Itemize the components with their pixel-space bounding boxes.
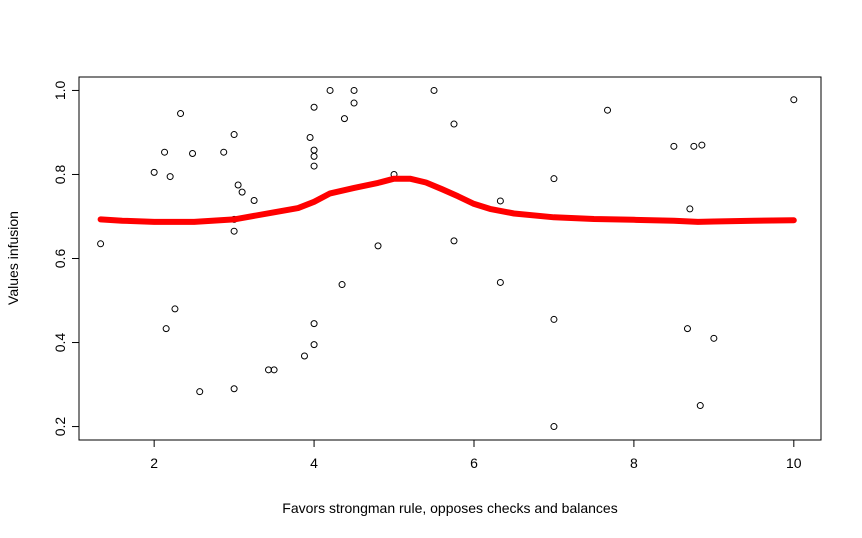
data-point [710, 334, 718, 342]
data-point [230, 227, 238, 235]
data-point [350, 86, 358, 94]
x-tick-label: 4 [310, 455, 318, 471]
data-point [326, 86, 334, 94]
data-point [550, 175, 558, 183]
data-point [270, 366, 278, 374]
data-point [698, 141, 706, 149]
data-point [306, 134, 314, 141]
plot-frame [78, 76, 822, 441]
data-point [690, 142, 698, 150]
data-point [310, 320, 318, 328]
data-point [310, 341, 318, 349]
data-point [161, 148, 169, 156]
smoothing-line [97, 175, 797, 225]
data-point [450, 237, 458, 245]
y-tick-label: 0.4 [52, 333, 68, 353]
y-axis-label: Values infusion [5, 211, 21, 305]
y-axis: 0.2 0.4 0.6 0.8 1.0 [52, 81, 80, 437]
data-point [310, 146, 318, 154]
y-tick-label: 0.8 [52, 165, 68, 185]
data-point [790, 96, 798, 104]
data-point [604, 106, 612, 114]
x-tick-label: 8 [630, 455, 638, 471]
data-points [97, 86, 798, 431]
data-point [430, 86, 438, 94]
data-point [496, 278, 504, 286]
x-axis-label: Favors strongman rule, opposes checks an… [282, 500, 617, 516]
x-axis: 2 4 6 8 10 [150, 439, 802, 471]
data-point [238, 188, 246, 196]
data-point [310, 152, 318, 160]
data-point [230, 385, 238, 393]
data-point [150, 168, 158, 176]
data-point [670, 142, 678, 150]
data-point [171, 305, 179, 313]
data-point [550, 423, 558, 431]
data-point [234, 181, 242, 189]
data-point [696, 402, 704, 410]
data-point [189, 149, 197, 157]
data-point [550, 315, 558, 323]
x-tick-label: 2 [150, 455, 158, 471]
data-point [166, 173, 174, 181]
y-tick-label: 0.2 [52, 417, 68, 437]
data-point [310, 103, 318, 111]
data-point [340, 115, 348, 123]
data-point [230, 131, 238, 139]
data-point [338, 281, 346, 289]
x-tick-label: 10 [786, 455, 802, 471]
data-point [220, 148, 228, 156]
x-tick-label: 6 [470, 455, 478, 471]
data-point [196, 388, 204, 396]
data-point [250, 197, 258, 205]
data-point [683, 325, 691, 333]
data-point [177, 110, 185, 118]
y-tick-label: 1.0 [52, 81, 68, 101]
data-point [374, 242, 382, 250]
data-point [97, 240, 105, 248]
data-point [496, 197, 504, 205]
data-point [686, 205, 694, 213]
data-point [162, 325, 170, 333]
data-point [310, 162, 318, 170]
data-point [450, 120, 458, 128]
y-tick-label: 0.6 [52, 249, 68, 269]
data-point [350, 99, 358, 107]
data-point [300, 352, 308, 360]
